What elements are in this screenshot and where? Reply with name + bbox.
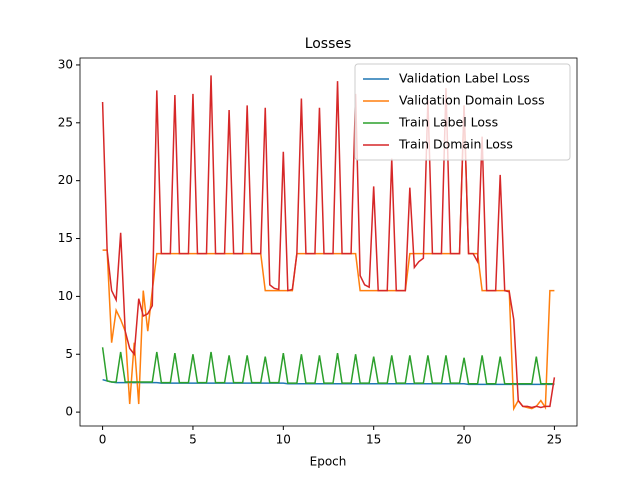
x-tick-label: 5 [189, 433, 197, 447]
x-tick-label: 15 [366, 433, 381, 447]
line-series [101, 347, 555, 385]
line-series [101, 75, 556, 409]
x-tick-label: 10 [276, 433, 291, 447]
x-axis-label: Epoch [310, 455, 347, 469]
y-tick-label: 30 [58, 57, 73, 71]
y-tick-label: 5 [65, 347, 73, 361]
legend: Validation Label Loss Validation Domain L… [354, 63, 571, 161]
y-tick-label: 20 [58, 173, 73, 187]
y-tick-label: 10 [58, 289, 73, 303]
legend-label: Validation Domain Loss [399, 93, 545, 108]
x-tick-label: 25 [547, 433, 562, 447]
y-tick-label: 25 [58, 115, 73, 129]
legend-label: Train Label Loss [398, 115, 498, 130]
chart-title: Losses [305, 36, 352, 52]
x-tick-label: 0 [99, 433, 107, 447]
legend-box [354, 63, 571, 161]
x-tick-label: 20 [456, 433, 471, 447]
y-tick-label: 15 [58, 231, 73, 245]
y-tick-label: 0 [65, 405, 73, 419]
legend-label: Validation Label Loss [399, 71, 530, 86]
legend-label: Train Domain Loss [398, 137, 513, 152]
axes-frame [79, 57, 578, 427]
